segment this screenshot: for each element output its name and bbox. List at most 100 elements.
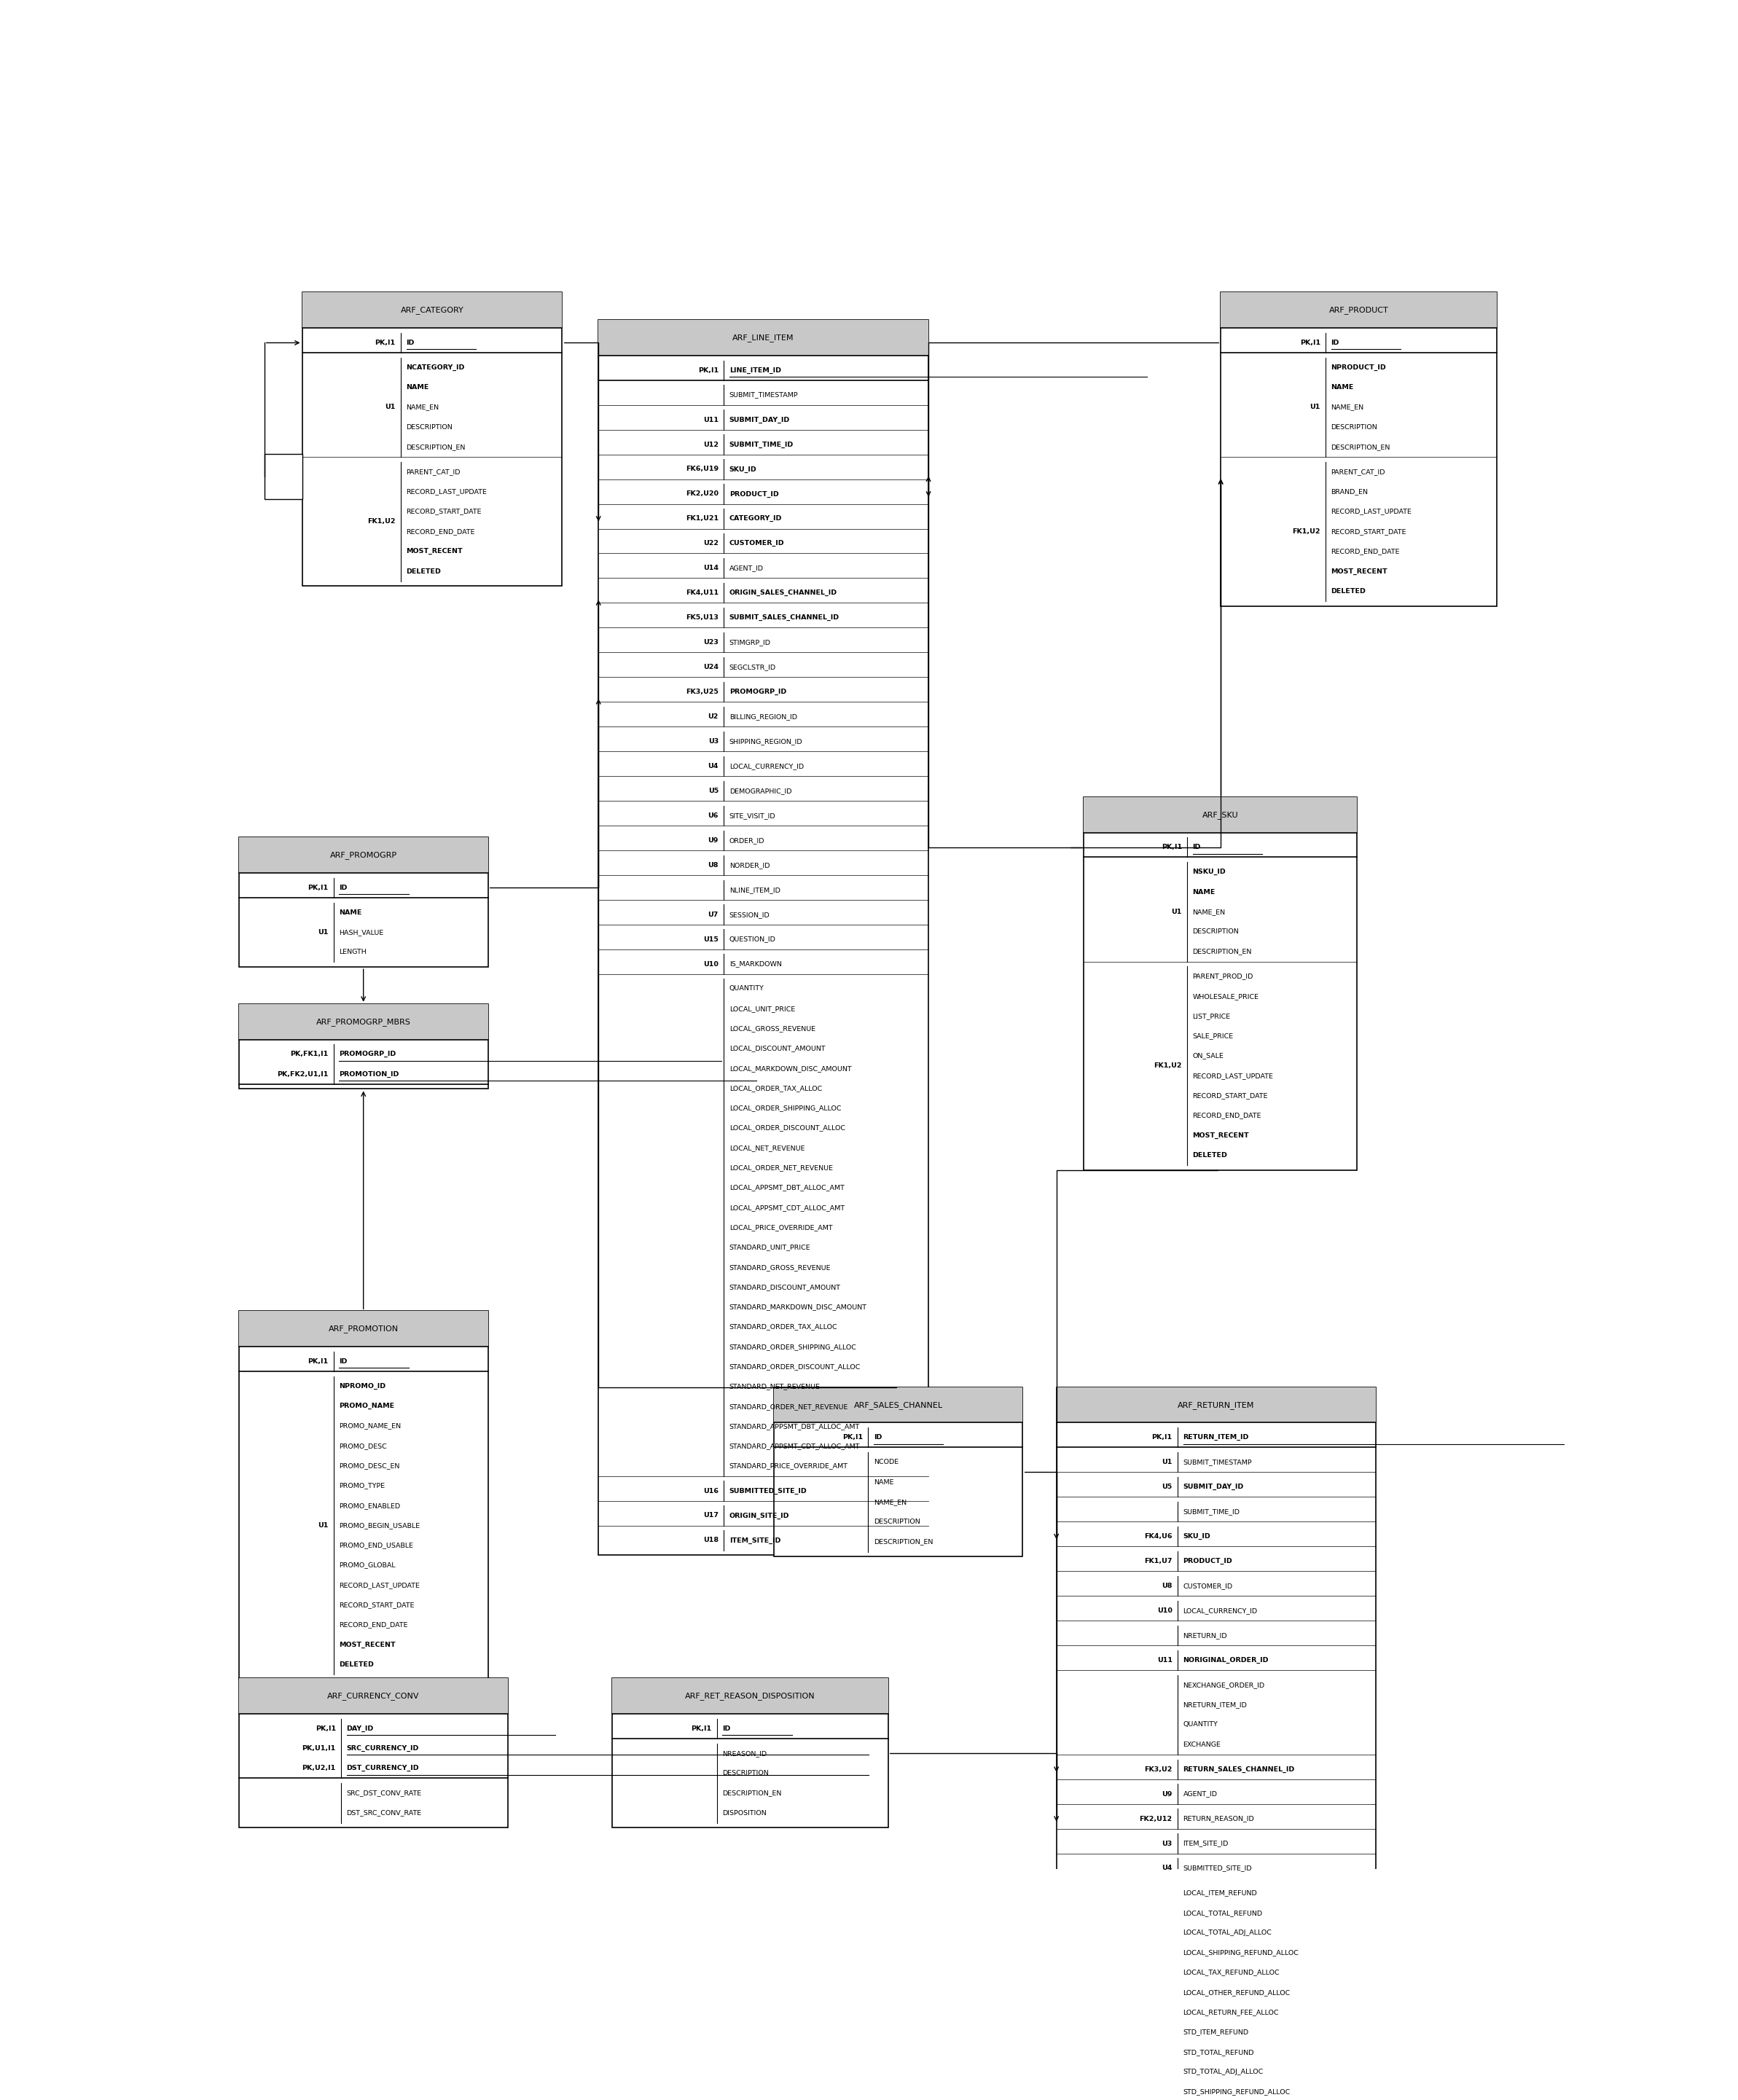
Text: U22: U22	[704, 540, 718, 546]
Bar	[1083, 796, 1357, 832]
Text: PARENT_CAT_ID: PARENT_CAT_ID	[1331, 468, 1385, 475]
Text: STANDARD_NET_REVENUE: STANDARD_NET_REVENUE	[730, 1384, 820, 1390]
Bar	[1057, 1388, 1376, 2100]
Text: NAME_EN: NAME_EN	[1192, 909, 1225, 916]
Text: LENGTH: LENGTH	[339, 949, 367, 956]
Text: DESCRIPTION: DESCRIPTION	[723, 1770, 768, 1777]
Text: MOST_RECENT: MOST_RECENT	[1331, 567, 1387, 575]
Text: BRAND_EN: BRAND_EN	[1331, 489, 1368, 496]
Text: STANDARD_GROSS_REVENUE: STANDARD_GROSS_REVENUE	[730, 1264, 831, 1270]
Text: DST_CURRENCY_ID: DST_CURRENCY_ID	[346, 1764, 419, 1772]
Text: U11: U11	[704, 416, 718, 422]
Text: DELETED: DELETED	[339, 1661, 374, 1667]
Text: PRODUCT_ID: PRODUCT_ID	[730, 491, 779, 498]
Text: PK,I1: PK,I1	[315, 1726, 335, 1733]
Text: LOCAL_UNIT_PRICE: LOCAL_UNIT_PRICE	[730, 1006, 794, 1012]
Text: U16: U16	[704, 1487, 718, 1493]
Text: QUESTION_ID: QUESTION_ID	[730, 937, 775, 943]
Text: IS_MARKDOWN: IS_MARKDOWN	[730, 962, 782, 968]
Text: SHIPPING_REGION_ID: SHIPPING_REGION_ID	[730, 737, 803, 746]
Text: AGENT_ID: AGENT_ID	[730, 565, 763, 571]
Text: U15: U15	[704, 937, 718, 943]
Text: ID: ID	[874, 1434, 881, 1441]
Text: AGENT_ID: AGENT_ID	[1184, 1791, 1217, 1798]
Text: NPROMO_ID: NPROMO_ID	[339, 1384, 386, 1390]
Text: U5: U5	[1163, 1485, 1173, 1491]
Text: DEMOGRAPHIC_ID: DEMOGRAPHIC_ID	[730, 788, 791, 794]
Bar	[773, 1388, 1022, 1556]
Text: U1: U1	[1310, 403, 1321, 412]
Text: DAY_ID: DAY_ID	[346, 1726, 374, 1733]
Text: PK,I1: PK,I1	[692, 1726, 711, 1733]
Text: NORIGINAL_ORDER_ID: NORIGINAL_ORDER_ID	[1184, 1657, 1269, 1663]
Text: ARF_RET_REASON_DISPOSITION: ARF_RET_REASON_DISPOSITION	[685, 1693, 815, 1701]
Text: U8: U8	[707, 861, 718, 869]
Text: STANDARD_ORDER_TAX_ALLOC: STANDARD_ORDER_TAX_ALLOC	[730, 1323, 838, 1329]
Text: ARF_PRODUCT: ARF_PRODUCT	[1330, 307, 1389, 315]
Text: NCATEGORY_ID: NCATEGORY_ID	[407, 363, 464, 372]
Text: STD_TOTAL_ADJ_ALLOC: STD_TOTAL_ADJ_ALLOC	[1184, 2068, 1264, 2075]
Text: LOCAL_ORDER_TAX_ALLOC: LOCAL_ORDER_TAX_ALLOC	[730, 1086, 822, 1092]
Bar	[1220, 292, 1496, 328]
Text: U1: U1	[318, 928, 328, 937]
Text: U5: U5	[707, 788, 718, 794]
Text: U1: U1	[386, 403, 396, 412]
Bar	[238, 838, 488, 966]
Text: PROMO_DESC_EN: PROMO_DESC_EN	[339, 1462, 400, 1470]
Text: ORIGIN_SALES_CHANNEL_ID: ORIGIN_SALES_CHANNEL_ID	[730, 590, 838, 596]
Text: QUANTITY: QUANTITY	[1184, 1722, 1218, 1728]
Text: SRC_CURRENCY_ID: SRC_CURRENCY_ID	[346, 1745, 419, 1751]
Text: SEGCLSTR_ID: SEGCLSTR_ID	[730, 664, 775, 670]
Text: ARF_PROMOGRP: ARF_PROMOGRP	[330, 851, 396, 859]
Text: PROMOGRP_ID: PROMOGRP_ID	[730, 689, 786, 695]
Text: U9: U9	[1161, 1791, 1173, 1798]
Text: RECORD_START_DATE: RECORD_START_DATE	[1331, 529, 1406, 536]
Text: STANDARD_ORDER_SHIPPING_ALLOC: STANDARD_ORDER_SHIPPING_ALLOC	[730, 1344, 857, 1350]
Text: RECORD_START_DATE: RECORD_START_DATE	[407, 508, 481, 514]
Text: LOCAL_DISCOUNT_AMOUNT: LOCAL_DISCOUNT_AMOUNT	[730, 1046, 826, 1052]
Text: SKU_ID: SKU_ID	[730, 466, 756, 472]
Text: ON_SALE: ON_SALE	[1192, 1052, 1224, 1058]
Text: HASH_VALUE: HASH_VALUE	[339, 928, 384, 937]
Text: NAME_EN: NAME_EN	[407, 403, 440, 412]
Bar	[238, 1310, 488, 1680]
Text: FK4,U11: FK4,U11	[685, 590, 718, 596]
Text: U17: U17	[704, 1512, 718, 1518]
Text: U4: U4	[1161, 1865, 1173, 1871]
Text: FK2,U12: FK2,U12	[1140, 1816, 1173, 1823]
Text: NAME: NAME	[1331, 384, 1354, 391]
Text: SKU_ID: SKU_ID	[1184, 1533, 1211, 1539]
Text: DESCRIPTION_EN: DESCRIPTION_EN	[1331, 443, 1390, 449]
Text: PROMOGRP_ID: PROMOGRP_ID	[339, 1050, 396, 1058]
Text: SRC_DST_CONV_RATE: SRC_DST_CONV_RATE	[346, 1789, 422, 1796]
Text: LOCAL_TOTAL_ADJ_ALLOC: LOCAL_TOTAL_ADJ_ALLOC	[1184, 1930, 1272, 1936]
Text: LOCAL_SHIPPING_REFUND_ALLOC: LOCAL_SHIPPING_REFUND_ALLOC	[1184, 1949, 1298, 1955]
Text: FK3,U25: FK3,U25	[687, 689, 718, 695]
Text: ID: ID	[339, 1359, 348, 1365]
Text: RECORD_LAST_UPDATE: RECORD_LAST_UPDATE	[1192, 1073, 1274, 1079]
Text: U8: U8	[1161, 1583, 1173, 1590]
Text: MOST_RECENT: MOST_RECENT	[339, 1642, 396, 1649]
Text: FK3,U2: FK3,U2	[1144, 1766, 1173, 1772]
Text: DESCRIPTION: DESCRIPTION	[1331, 424, 1378, 430]
Text: STANDARD_APPSMT_DBT_ALLOC_AMT: STANDARD_APPSMT_DBT_ALLOC_AMT	[730, 1424, 860, 1430]
Text: LOCAL_TAX_REFUND_ALLOC: LOCAL_TAX_REFUND_ALLOC	[1184, 1970, 1279, 1976]
Text: NAME: NAME	[874, 1478, 893, 1485]
Text: PARENT_PROD_ID: PARENT_PROD_ID	[1192, 972, 1253, 979]
Text: PK,FK2,U1,I1: PK,FK2,U1,I1	[276, 1071, 328, 1077]
Text: FK5,U13: FK5,U13	[687, 615, 718, 622]
Text: DESCRIPTION: DESCRIPTION	[407, 424, 452, 430]
Text: MOST_RECENT: MOST_RECENT	[1192, 1132, 1250, 1138]
Text: FK1,U2: FK1,U2	[1293, 529, 1321, 536]
Text: DESCRIPTION: DESCRIPTION	[1192, 928, 1239, 935]
Text: NAME: NAME	[407, 384, 429, 391]
Text: NCODE: NCODE	[874, 1460, 899, 1466]
Text: NAME_EN: NAME_EN	[874, 1499, 907, 1506]
Text: PK,I1: PK,I1	[375, 340, 396, 347]
Text: RECORD_START_DATE: RECORD_START_DATE	[1192, 1092, 1269, 1098]
Text: RECORD_LAST_UPDATE: RECORD_LAST_UPDATE	[339, 1581, 419, 1588]
Text: LIST_PRICE: LIST_PRICE	[1192, 1012, 1231, 1018]
Text: NORDER_ID: NORDER_ID	[730, 861, 770, 869]
Text: NRETURN_ITEM_ID: NRETURN_ITEM_ID	[1184, 1701, 1248, 1707]
Bar	[1057, 1388, 1376, 1422]
